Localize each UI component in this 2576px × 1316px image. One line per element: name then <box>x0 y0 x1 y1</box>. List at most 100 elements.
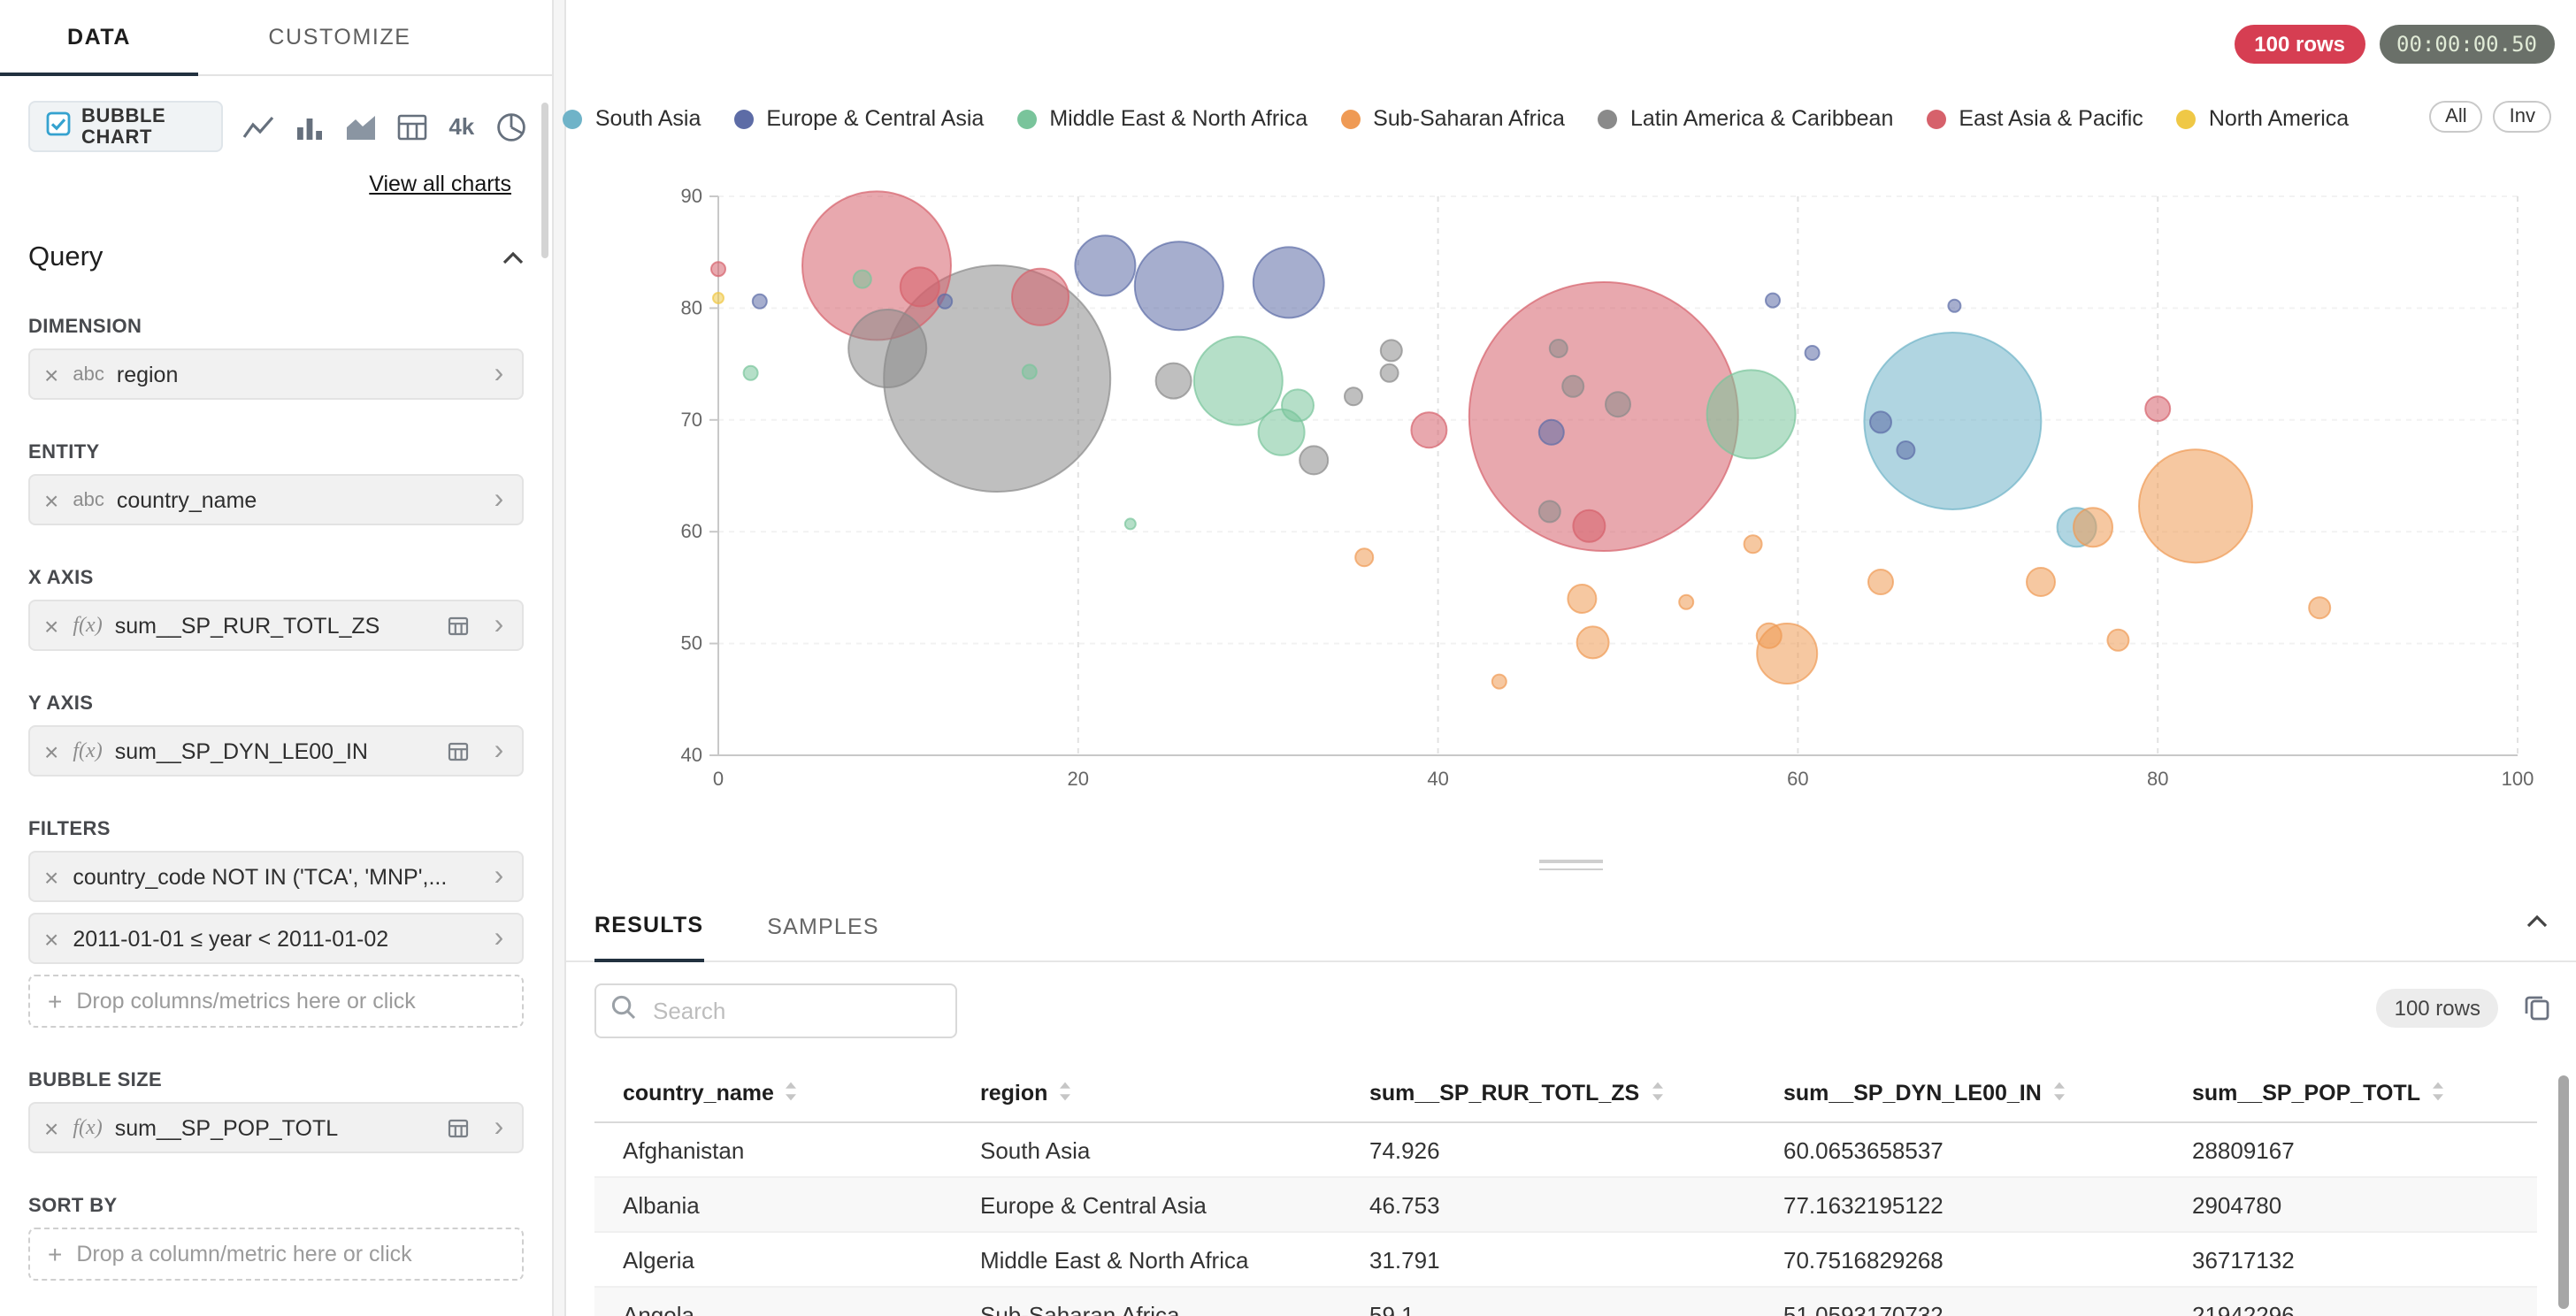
sort-icon[interactable] <box>2420 1081 2445 1106</box>
legend-all-button[interactable]: All <box>2429 101 2483 133</box>
bubble[interactable] <box>1021 363 1038 380</box>
bubble[interactable] <box>1537 500 1561 524</box>
bubble[interactable] <box>1755 622 1782 649</box>
remove-icon[interactable]: × <box>44 737 59 765</box>
sort-icon[interactable] <box>774 1081 799 1106</box>
bubble[interactable] <box>1567 584 1598 614</box>
bubble[interactable] <box>712 292 724 304</box>
bubble[interactable] <box>1863 332 2043 510</box>
area-chart-icon[interactable] <box>345 109 377 144</box>
bubble[interactable] <box>2026 567 2056 597</box>
control-pill-filter[interactable]: × country_code NOT IN ('TCA', 'MNP',... › <box>28 851 524 902</box>
bubble[interactable] <box>1468 281 1739 552</box>
collapse-results-icon[interactable] <box>2526 906 2548 937</box>
chevron-right-icon[interactable]: › <box>494 484 504 514</box>
bubble[interactable] <box>1765 292 1781 309</box>
legend-item[interactable]: South Asia <box>563 106 701 131</box>
remove-icon[interactable]: × <box>44 611 59 639</box>
bubble[interactable] <box>1154 362 1192 400</box>
tab-data[interactable]: DATA <box>0 0 198 76</box>
bubble[interactable] <box>1537 418 1565 446</box>
checkbox-checked-icon[interactable] <box>46 111 71 142</box>
bubble[interactable] <box>1410 411 1448 449</box>
remove-icon[interactable]: × <box>44 486 59 514</box>
bubble[interactable] <box>1379 339 1403 363</box>
bubble[interactable] <box>742 364 759 381</box>
drop-zone[interactable]: + Drop columns/metrics here or click <box>28 975 524 1028</box>
tab-results[interactable]: RESULTS <box>594 913 704 962</box>
tab-samples[interactable]: SAMPLES <box>767 914 879 939</box>
bubble[interactable] <box>1252 246 1325 319</box>
chevron-right-icon[interactable]: › <box>494 609 504 639</box>
chevron-right-icon[interactable]: › <box>494 735 504 765</box>
panel-resize-gutter[interactable] <box>552 0 566 1316</box>
bubble[interactable] <box>1123 517 1137 531</box>
table-chart-icon[interactable] <box>396 109 428 144</box>
remove-icon[interactable]: × <box>44 360 59 388</box>
bubble[interactable] <box>1011 267 1070 326</box>
chevron-right-icon[interactable]: › <box>494 922 504 953</box>
chevron-right-icon[interactable]: › <box>494 358 504 388</box>
bubble[interactable] <box>2308 596 2332 620</box>
remove-icon[interactable]: × <box>44 862 59 891</box>
tab-customize[interactable]: CUSTOMIZE <box>268 25 411 50</box>
bubble[interactable] <box>899 266 940 308</box>
control-pill-column[interactable]: × abc country_name › <box>28 474 524 525</box>
bubble[interactable] <box>1379 363 1399 383</box>
bubble[interactable] <box>1354 547 1375 568</box>
big-number-chart-icon[interactable]: 4k <box>448 113 475 140</box>
bar-chart-icon[interactable] <box>294 109 326 144</box>
panel-drag-handle[interactable] <box>1539 860 1603 876</box>
bubble[interactable] <box>1192 335 1284 426</box>
control-pill-metric[interactable]: × f(x) sum__SP_DYN_LE00_IN › <box>28 725 524 777</box>
column-header[interactable]: sum__SP_POP_TOTL <box>2164 1065 2537 1123</box>
legend-item[interactable]: East Asia & Pacific <box>1927 106 2143 131</box>
legend-item[interactable]: Latin America & Caribbean <box>1598 106 1893 131</box>
bubble[interactable] <box>1869 410 1892 434</box>
bubble[interactable] <box>1867 569 1894 595</box>
bubble[interactable] <box>1706 369 1797 460</box>
bubble[interactable] <box>2144 395 2172 423</box>
bubble[interactable] <box>1074 234 1137 297</box>
bubble[interactable] <box>1548 339 1568 358</box>
legend-item[interactable]: North America <box>2176 106 2349 131</box>
chevron-right-icon[interactable]: › <box>494 1112 504 1142</box>
column-header[interactable]: sum__SP_DYN_LE00_IN <box>1755 1065 2164 1123</box>
drop-zone[interactable]: + Drop a column/metric here or click <box>28 1228 524 1281</box>
control-pill-filter[interactable]: × 2011-01-01 ≤ year < 2011-01-02 › <box>28 913 524 964</box>
sidebar-scrollbar[interactable] <box>541 103 548 258</box>
column-header[interactable]: sum__SP_RUR_TOTL_ZS <box>1341 1065 1755 1123</box>
bubble[interactable] <box>2138 448 2253 564</box>
chevron-right-icon[interactable]: › <box>494 861 504 891</box>
search-input[interactable] <box>649 996 941 1026</box>
legend-inv-button[interactable]: Inv <box>2493 101 2551 133</box>
bubble[interactable] <box>1561 374 1585 398</box>
bubble[interactable] <box>1133 241 1224 332</box>
bubble[interactable] <box>2073 507 2113 548</box>
bubble[interactable] <box>710 261 726 278</box>
remove-icon[interactable]: × <box>44 924 59 953</box>
column-header[interactable]: region <box>952 1065 1341 1123</box>
query-section-header[interactable]: Query <box>28 242 524 274</box>
sort-icon[interactable] <box>1639 1081 1664 1106</box>
remove-icon[interactable]: × <box>44 1113 59 1142</box>
bubble[interactable] <box>1281 388 1315 423</box>
selected-viz-bubble-chart[interactable]: BUBBLE CHART <box>28 101 223 152</box>
control-pill-metric[interactable]: × f(x) sum__SP_RUR_TOTL_ZS › <box>28 600 524 651</box>
column-header[interactable]: country_name <box>594 1065 952 1123</box>
sort-icon[interactable] <box>1047 1081 1072 1106</box>
results-scrollbar[interactable] <box>2558 1075 2569 1309</box>
control-pill-metric[interactable]: × f(x) sum__SP_POP_TOTL › <box>28 1102 524 1153</box>
bubble[interactable] <box>1947 298 1962 313</box>
pie-chart-icon[interactable] <box>495 109 527 144</box>
legend-item[interactable]: Europe & Central Asia <box>734 106 984 131</box>
legend-item[interactable]: Middle East & North Africa <box>1017 106 1307 131</box>
bubble[interactable] <box>1743 534 1763 555</box>
control-pill-column[interactable]: × abc region › <box>28 348 524 400</box>
bubble[interactable] <box>1678 593 1695 610</box>
legend-item[interactable]: Sub-Saharan Africa <box>1341 106 1565 131</box>
bubble[interactable] <box>1299 445 1330 476</box>
bubble[interactable] <box>2106 628 2130 652</box>
bubble[interactable] <box>1576 625 1610 660</box>
view-all-charts-link[interactable]: View all charts <box>369 172 511 196</box>
